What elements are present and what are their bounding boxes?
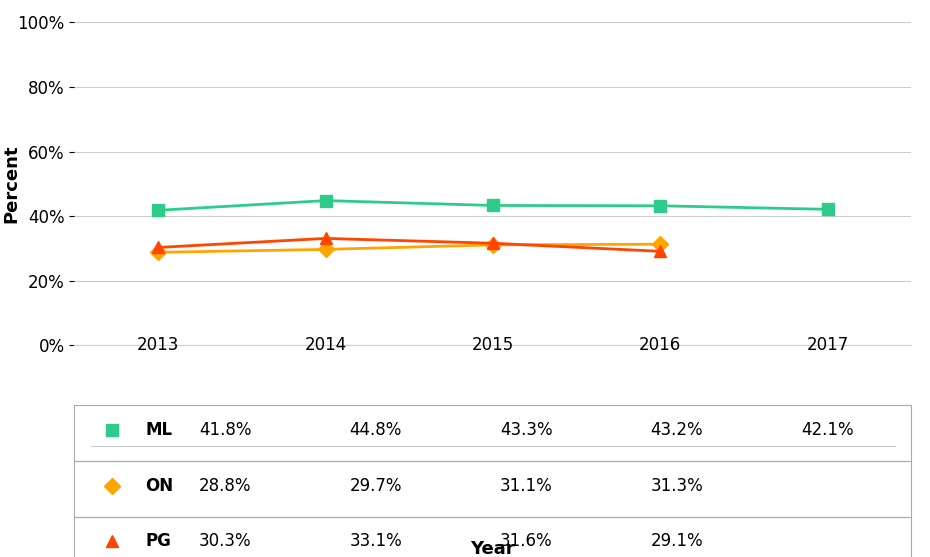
Text: 44.8%: 44.8% — [350, 421, 402, 439]
Text: 31.3%: 31.3% — [651, 477, 703, 495]
Text: ML: ML — [145, 421, 173, 439]
Text: ON: ON — [145, 477, 174, 495]
Text: 43.3%: 43.3% — [500, 421, 552, 439]
Text: 29.7%: 29.7% — [350, 477, 402, 495]
Text: 43.2%: 43.2% — [651, 421, 703, 439]
Text: PG: PG — [145, 532, 171, 550]
Text: 31.6%: 31.6% — [500, 532, 552, 550]
Text: 33.1%: 33.1% — [350, 532, 402, 550]
Text: 2015: 2015 — [472, 336, 514, 354]
Text: 29.1%: 29.1% — [651, 532, 703, 550]
Text: 2017: 2017 — [806, 336, 849, 354]
Text: 31.1%: 31.1% — [500, 477, 552, 495]
Y-axis label: Percent: Percent — [2, 145, 20, 223]
Text: 42.1%: 42.1% — [802, 421, 854, 439]
Text: 2016: 2016 — [639, 336, 682, 354]
Text: 2013: 2013 — [137, 336, 179, 354]
Text: 28.8%: 28.8% — [199, 477, 251, 495]
Text: Year: Year — [471, 540, 515, 557]
Text: 41.8%: 41.8% — [199, 421, 251, 439]
Text: 30.3%: 30.3% — [199, 532, 251, 550]
Text: 2014: 2014 — [304, 336, 347, 354]
